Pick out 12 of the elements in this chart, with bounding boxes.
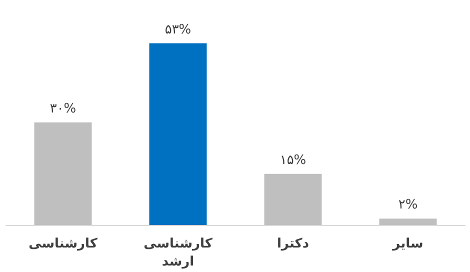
x-tick-label: سایر xyxy=(392,236,424,252)
bar xyxy=(264,174,322,226)
x-tick-label: کارشناسی ارشد xyxy=(144,236,213,270)
data-label: ۱۵% xyxy=(280,152,306,168)
bar xyxy=(149,43,207,226)
data-label: ۲% xyxy=(398,198,418,213)
x-tick-label: دکترا xyxy=(276,236,310,252)
bar xyxy=(379,218,437,226)
data-label: ۳۰% xyxy=(50,101,76,116)
x-tick-label: کارشناسی xyxy=(28,236,98,252)
data-label: ۵۳% xyxy=(164,22,192,38)
bar xyxy=(34,122,92,226)
